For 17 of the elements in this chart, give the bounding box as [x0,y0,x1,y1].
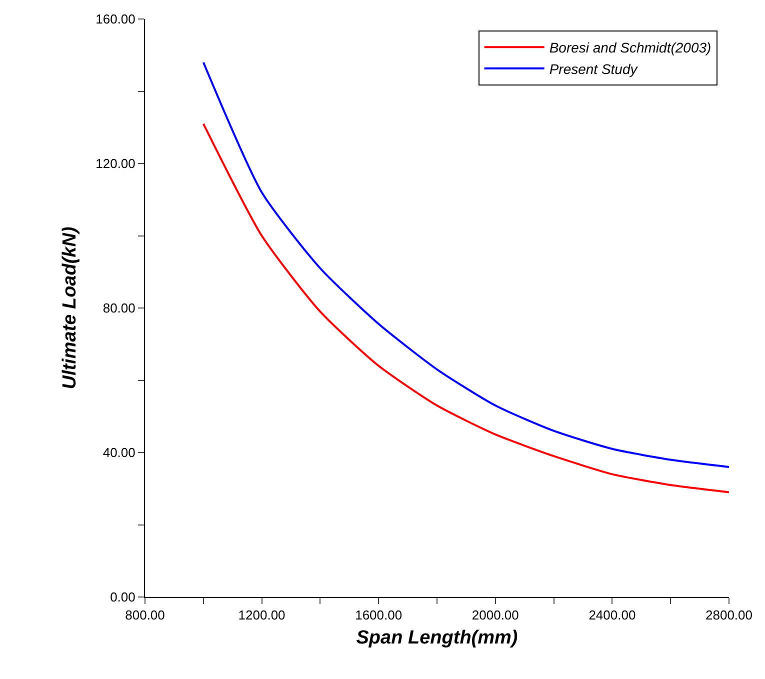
x-axis-title: Span Length(mm) [356,627,518,648]
x-tick-label: 1200.00 [238,608,286,623]
y-tick-label: 0.00 [110,590,136,605]
x-tick-label: 2800.00 [706,608,752,623]
x-tick-label: 2400.00 [588,608,636,623]
line-series [202,122,729,494]
y-tick-label: 120.00 [96,156,136,172]
y-tick-label: 160.00 [96,12,136,27]
y-tick-label: 80.00 [102,300,136,316]
legend-label: Present Study [549,60,638,77]
y-tick-label: 40.00 [102,445,136,460]
line-series [202,61,729,468]
x-tick-label: 1600.00 [355,608,402,623]
x-tick-label: 2000.00 [472,608,519,623]
legend-label: Boresi and Schmidt(2003) [549,40,712,56]
y-axis-title: Ultimate Load(kN) [59,226,80,390]
x-tick-label: 800.00 [125,608,165,623]
